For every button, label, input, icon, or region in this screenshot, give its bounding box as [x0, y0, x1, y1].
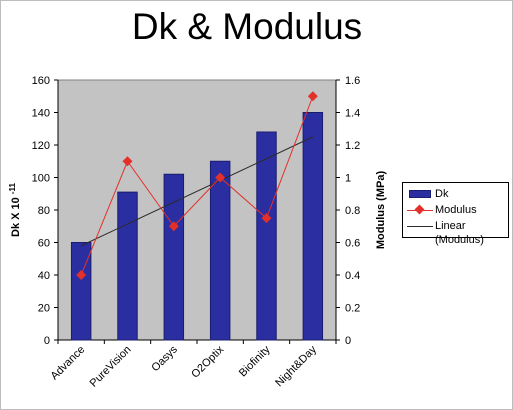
- x-axis-tick-label: PureVision: [88, 344, 134, 390]
- right-axis-tick-label: 0.6: [345, 238, 360, 250]
- left-axis-tick-label: 120: [32, 140, 50, 152]
- left-axis-tick-label: 140: [32, 108, 50, 120]
- x-axis-tick-label: Oasys: [149, 343, 180, 374]
- left-axis-tick-label: 80: [38, 205, 50, 217]
- legend-marker-modulus: [414, 204, 425, 215]
- y-axis-label-right: Modulus (MPa): [375, 171, 387, 250]
- legend-item-dk: Dk: [403, 187, 508, 201]
- left-axis-tick-label: 100: [32, 173, 50, 185]
- right-axis-tick-label: 1.6: [345, 75, 360, 87]
- bar-dk: [70, 242, 92, 341]
- legend-swatch-dk: [409, 190, 431, 198]
- right-axis-tick-label: 0.4: [345, 270, 360, 282]
- y-axis-label-left-exponent: -11: [8, 182, 17, 194]
- left-axis-tick-label: 20: [38, 303, 50, 315]
- right-axis-tick-label: 0.2: [345, 303, 360, 315]
- legend-label-modulus: Modulus: [435, 204, 477, 216]
- right-axis-tick-label: 1: [345, 173, 351, 185]
- trendline-modulus: [80, 136, 314, 247]
- legend-line-trendline: [407, 226, 433, 227]
- x-axis-tick-label: O2Optix: [189, 343, 226, 380]
- bar-dk: [117, 191, 138, 341]
- x-axis-tick-label: Biofinity: [237, 343, 273, 379]
- chart-title: Dk & Modulus: [131, 6, 363, 47]
- right-axis-tick-label: 0: [345, 335, 351, 347]
- point-modulus: [215, 172, 226, 183]
- x-axis-tick-label: Night&Day: [273, 343, 319, 389]
- bar-dk: [302, 112, 324, 341]
- point-modulus: [76, 270, 87, 280]
- line-modulus: [80, 96, 314, 276]
- point-modulus: [261, 213, 272, 224]
- right-axis-tick-label: 1.4: [345, 108, 360, 120]
- left-axis-tick-label: 160: [32, 75, 50, 87]
- y-axis-label-left: Dk X 10 -11: [8, 182, 22, 236]
- legend-label-dk: Dk: [435, 188, 449, 200]
- point-modulus: [122, 156, 133, 167]
- right-axis-tick-label: 0.8: [345, 205, 360, 217]
- point-modulus: [168, 221, 179, 232]
- legend-label-trendline: Linear (Modulus): [435, 220, 484, 246]
- point-modulus: [307, 91, 318, 102]
- legend: Dk Modulus Linear (Modulus): [402, 182, 509, 246]
- right-axis-tick-label: 1.2: [345, 140, 360, 152]
- legend-item-modulus: Modulus: [403, 203, 508, 217]
- x-axis-tick-label: Advance: [49, 344, 88, 383]
- bar-dk: [209, 160, 231, 341]
- left-axis-tick-label: 40: [38, 270, 50, 282]
- plot-area: [57, 79, 337, 341]
- left-axis-tick-label: 60: [38, 238, 50, 250]
- bar-dk: [256, 131, 277, 341]
- legend-item-trendline: Linear (Modulus): [403, 219, 508, 246]
- left-axis-tick-label: 0: [44, 335, 50, 347]
- bar-dk: [163, 173, 185, 341]
